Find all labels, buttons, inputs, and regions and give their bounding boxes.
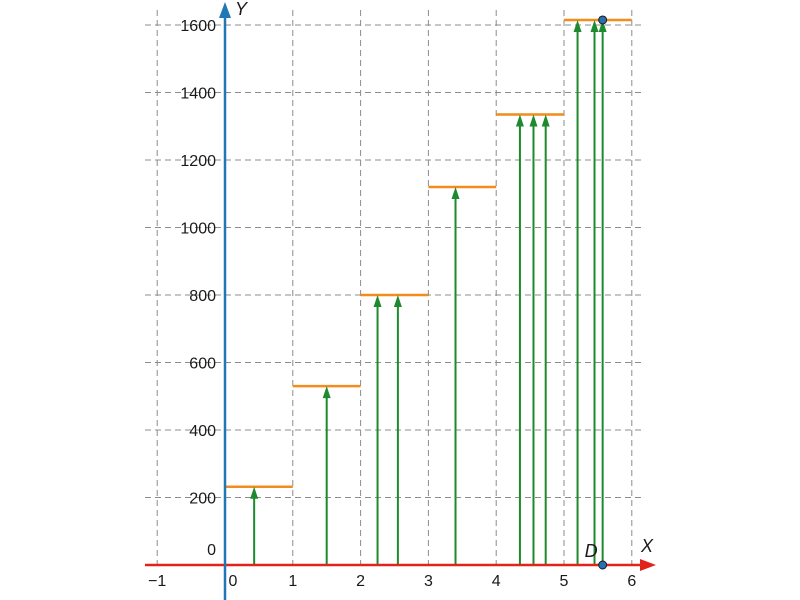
arrow-head <box>451 187 460 199</box>
arrows <box>250 19 607 565</box>
arrow-head <box>393 295 402 307</box>
y-axis-arrowhead <box>219 2 231 18</box>
point-marker <box>598 15 608 25</box>
arrow-head <box>573 19 582 32</box>
arrow-head <box>322 386 331 399</box>
arrow-head <box>373 295 382 307</box>
point-marker <box>598 560 608 570</box>
arrow-head <box>590 19 599 32</box>
x-tick-label: 6 <box>627 573 636 590</box>
arrow-head <box>541 114 550 127</box>
y-tick-label: 600 <box>189 356 216 373</box>
y-tick-label: 800 <box>189 288 216 305</box>
x-tick-label: 4 <box>492 573 501 590</box>
x-tick-label: 5 <box>560 573 569 590</box>
y-tick-label: 0 <box>207 542 216 559</box>
x-axis-arrowhead <box>640 559 656 571</box>
axes <box>145 2 656 600</box>
y-tick-label: 400 <box>189 423 216 440</box>
x-axis-title: X <box>640 536 654 556</box>
point-label: D <box>585 541 598 561</box>
arrow-head <box>515 114 524 127</box>
y-tick-label: 1200 <box>180 153 216 170</box>
points: D <box>585 15 608 570</box>
grid <box>145 10 645 565</box>
x-tick-label: 0 <box>229 573 238 590</box>
x-tick-label: 2 <box>356 573 365 590</box>
x-tick-label: 3 <box>424 573 433 590</box>
step-segments <box>225 18 632 488</box>
arrow-head <box>598 19 607 32</box>
x-tick-label: −1 <box>148 573 166 590</box>
y-axis-title: Y <box>235 0 249 19</box>
tick-labels: −1 0 1 2 3 4 5 6 0 200 400 600 800 1000 1200 1400 1600 <box>148 18 636 590</box>
x-tick-label: 1 <box>288 573 297 590</box>
arrow-head <box>250 486 259 499</box>
y-tick-label: 1400 <box>180 86 216 103</box>
y-tick-label: 200 <box>189 491 216 508</box>
y-tick-label: 1600 <box>180 18 216 35</box>
y-tick-label: 1000 <box>180 221 216 238</box>
arrow-head <box>529 114 538 127</box>
